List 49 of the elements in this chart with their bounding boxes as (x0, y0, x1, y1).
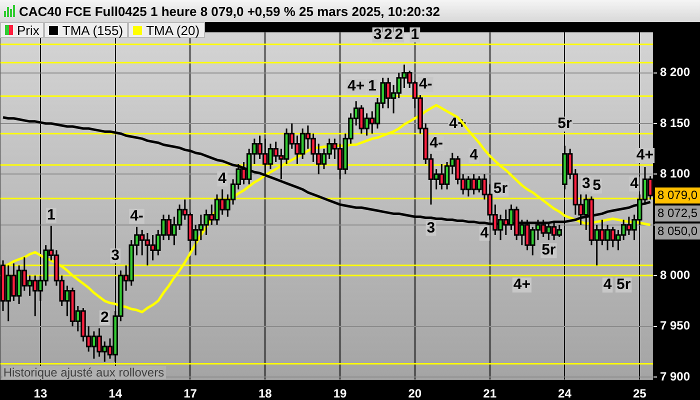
y-tick-label: 7 950 (660, 318, 690, 333)
x-tick-label: 17 (184, 386, 198, 400)
annotation: Historique ajusté aux rollovers (3, 365, 164, 380)
text: 4 (470, 146, 478, 164)
y-tick-label: 8 000 (660, 268, 690, 282)
text: 2 (394, 26, 404, 44)
x-tick-label: 20 (408, 386, 422, 400)
text: 4- (430, 134, 444, 152)
y-tick-label: 8 150 (660, 116, 690, 130)
text: 4 (630, 175, 638, 192)
y-tick-label: 8 100 (660, 166, 690, 180)
text: 3 (111, 247, 120, 264)
x-tick-label: 18 (258, 386, 272, 400)
text: 5r (542, 242, 556, 259)
text: 4- (418, 76, 432, 93)
text: 5r (616, 276, 631, 294)
y-tick-label: 7 900 (660, 369, 690, 384)
text: 4 (603, 276, 612, 294)
text: 5 (592, 177, 601, 194)
text: 3 (426, 219, 436, 236)
y-tick-label: 8 200 (660, 65, 690, 80)
text: 5r (493, 180, 508, 198)
x-tick-label: 13 (34, 386, 48, 400)
x-tick-label: 24 (558, 386, 572, 400)
legend-label: Prix (17, 22, 40, 38)
text: 4+ (348, 78, 365, 95)
text: 1 (410, 26, 420, 44)
text: 3 (582, 175, 590, 192)
text: 8 079,0 (657, 188, 698, 202)
legend-label: TMA (20) (146, 22, 200, 38)
text: 4 (218, 170, 227, 188)
text: 2 (384, 26, 392, 44)
data-label: 8 072,5 (657, 206, 698, 220)
legend-label: TMA (155) (62, 22, 124, 38)
text: 4+ (636, 146, 654, 164)
text: 2 (100, 308, 109, 326)
chart-title: CAC40 FCE Full0425 1 heure 8 079,0 +0,59 % 25 mars 2025, 10:20:32 (19, 4, 440, 18)
text: 4- (130, 208, 144, 225)
x-tick-label: 21 (483, 386, 497, 400)
data-label: 8 050,0 (657, 224, 698, 238)
text: 4 (480, 224, 489, 242)
text: 1 (368, 78, 376, 95)
text: 5r (558, 115, 572, 132)
text: 4+ (513, 276, 530, 294)
x-tick-label: 25 (632, 386, 647, 400)
text: 3 (373, 26, 382, 44)
x-tick-label: 14 (108, 386, 122, 400)
text: 1 (46, 206, 56, 224)
x-tick-label: 19 (333, 386, 348, 400)
